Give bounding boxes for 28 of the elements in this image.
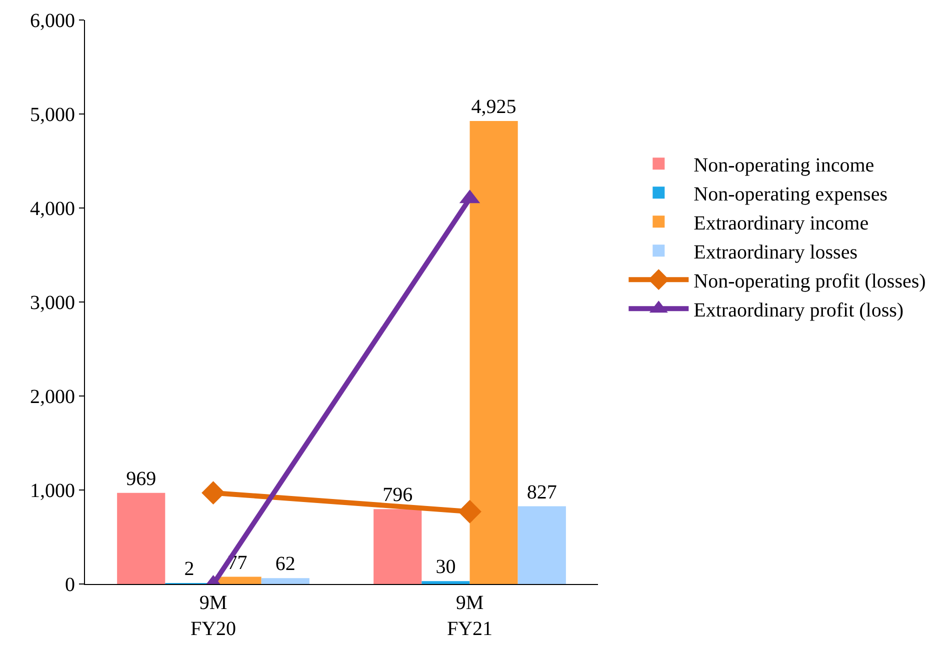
- data-label: 2: [184, 558, 194, 580]
- legend-label: Extraordinary losses: [694, 241, 858, 264]
- x-tick-label: 9M FY20: [190, 592, 236, 640]
- y-tick-label: 5,000: [30, 104, 75, 126]
- bar: [261, 578, 310, 584]
- y-tick-label: 6,000: [30, 10, 75, 32]
- bar: [422, 581, 470, 584]
- bar: [374, 509, 422, 584]
- legend-label: Extraordinary income: [694, 212, 869, 234]
- bar: [518, 506, 566, 584]
- x-tick-label: 9M FY21: [446, 592, 493, 640]
- legend-label: Non-operating profit (losses): [694, 270, 926, 292]
- bar: [117, 492, 166, 584]
- data-label: 827: [526, 481, 557, 504]
- legend-label: Extraordinary profit (loss): [694, 299, 904, 322]
- bar: [470, 121, 518, 584]
- data-label: 969: [126, 468, 156, 490]
- data-label: 62: [275, 553, 296, 576]
- data-label: 4,925: [471, 96, 516, 118]
- legend-label: Non-operating income: [694, 154, 874, 176]
- y-tick-label: 2,000: [30, 386, 75, 408]
- y-tick-label: 0: [65, 574, 75, 596]
- legend-label: Non-operating expenses: [694, 183, 888, 206]
- y-tick-label: 3,000: [30, 292, 75, 314]
- data-label: 30: [436, 556, 456, 578]
- data-label: 796: [382, 484, 413, 506]
- y-tick-label: 1,000: [30, 480, 75, 502]
- y-tick-label: 4,000: [30, 198, 75, 220]
